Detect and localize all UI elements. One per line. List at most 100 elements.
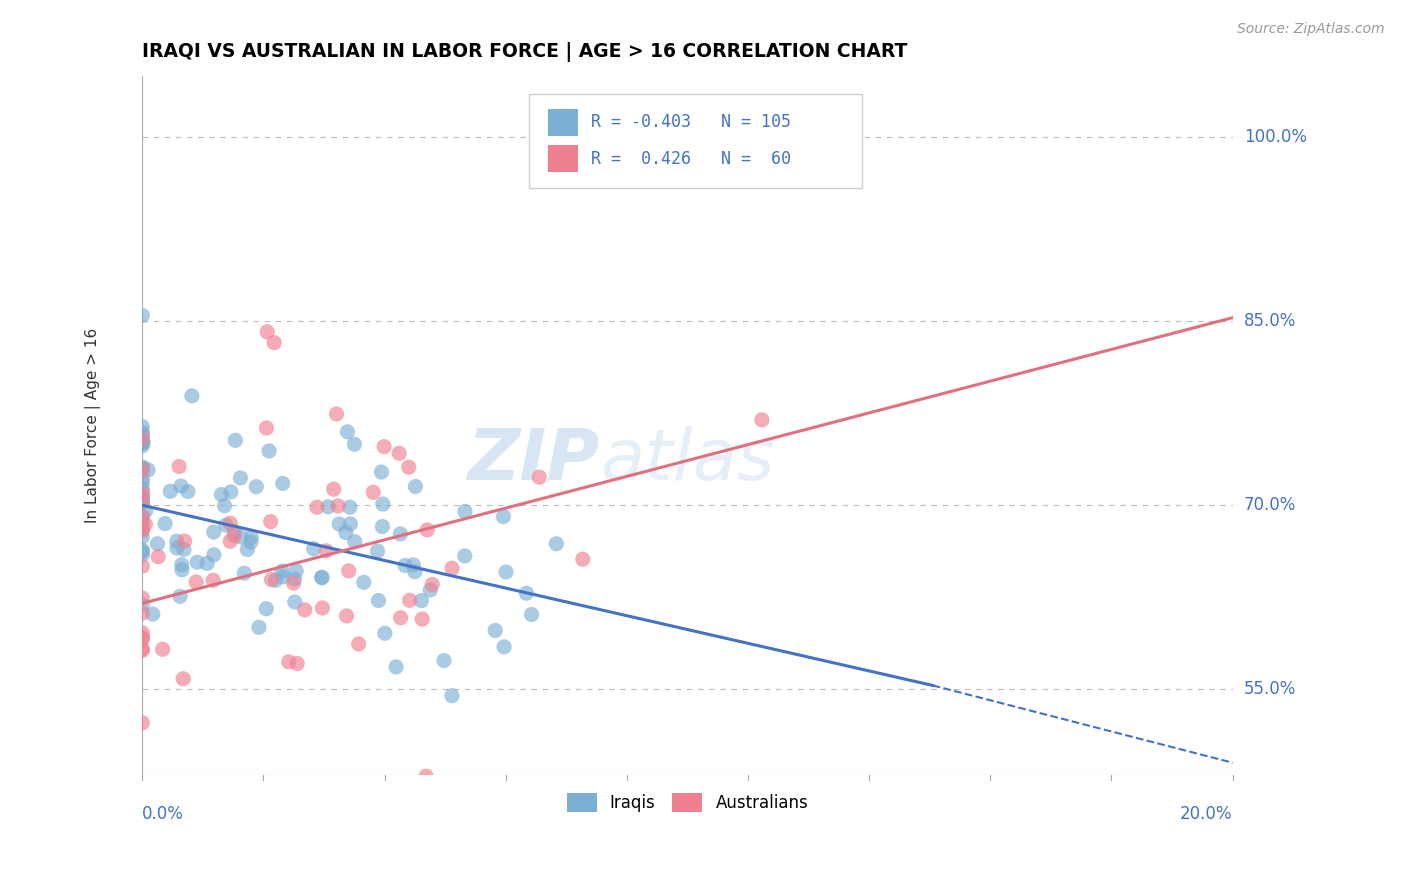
Point — [131, 591, 153, 605]
Point — [454, 549, 477, 563]
Point — [454, 504, 477, 518]
Point — [336, 425, 359, 439]
Point — [492, 509, 515, 524]
Point — [494, 640, 516, 654]
Point — [361, 485, 384, 500]
Point — [146, 537, 169, 551]
Point — [264, 844, 287, 858]
Point — [256, 421, 278, 435]
Point — [271, 564, 294, 578]
Point — [131, 475, 153, 490]
Point — [224, 434, 246, 448]
Point — [131, 495, 153, 509]
Point — [371, 519, 394, 533]
Point — [283, 572, 305, 586]
Text: R =  0.426   N =  60: R = 0.426 N = 60 — [592, 150, 792, 168]
FancyBboxPatch shape — [548, 109, 578, 136]
Text: 0.0%: 0.0% — [142, 805, 184, 823]
Point — [315, 543, 337, 558]
Point — [131, 530, 153, 544]
Point — [402, 558, 425, 572]
Point — [173, 534, 195, 549]
Point — [433, 654, 456, 668]
Point — [148, 549, 170, 564]
Point — [132, 486, 155, 500]
Point — [131, 523, 153, 537]
Point — [326, 499, 349, 513]
Point — [394, 558, 416, 573]
Point — [131, 523, 153, 537]
Point — [283, 576, 305, 591]
Point — [136, 463, 159, 477]
Point — [285, 657, 308, 671]
Point — [294, 603, 316, 617]
Point — [247, 620, 270, 634]
Point — [339, 500, 361, 515]
Point — [132, 435, 155, 450]
Text: atlas: atlas — [600, 426, 775, 495]
Point — [131, 472, 153, 486]
Text: 20.0%: 20.0% — [1180, 805, 1233, 823]
Point — [337, 564, 360, 578]
Text: IRAQI VS AUSTRALIAN IN LABOR FORCE | AGE > 16 CORRELATION CHART: IRAQI VS AUSTRALIAN IN LABOR FORCE | AGE… — [142, 42, 908, 62]
Point — [495, 565, 517, 579]
Point — [131, 641, 153, 656]
Point — [419, 582, 441, 597]
Point — [316, 500, 339, 514]
Point — [131, 625, 153, 640]
Point — [271, 570, 294, 584]
Point — [420, 577, 443, 591]
Point — [131, 510, 153, 524]
Point — [373, 440, 395, 454]
Point — [245, 480, 267, 494]
Point — [441, 561, 464, 575]
Point — [131, 495, 153, 509]
Point — [415, 769, 437, 783]
Point — [131, 309, 153, 323]
Point — [131, 436, 153, 450]
Point — [186, 555, 208, 569]
Point — [370, 465, 392, 479]
Point — [209, 487, 232, 501]
Point — [202, 525, 225, 540]
Point — [285, 564, 308, 578]
Point — [520, 607, 543, 622]
Point — [131, 435, 153, 450]
Point — [195, 557, 218, 571]
Point — [131, 598, 153, 612]
Point — [153, 516, 176, 531]
Point — [131, 494, 153, 508]
Point — [170, 563, 193, 577]
Point — [374, 626, 396, 640]
Point — [347, 637, 370, 651]
Point — [224, 524, 246, 539]
Point — [335, 525, 357, 540]
Point — [311, 571, 333, 585]
Point — [311, 570, 333, 584]
Point — [529, 470, 551, 484]
Point — [546, 537, 568, 551]
Point — [231, 530, 253, 544]
Point — [219, 534, 242, 549]
Point — [389, 527, 412, 541]
Point — [254, 601, 277, 615]
Point — [264, 574, 287, 588]
Point — [371, 497, 394, 511]
Point — [515, 586, 537, 600]
Point — [339, 516, 361, 531]
Text: 100.0%: 100.0% — [1244, 128, 1306, 146]
Point — [236, 542, 259, 557]
Point — [343, 534, 366, 549]
Point — [170, 558, 193, 572]
Point — [343, 437, 366, 451]
Point — [325, 407, 347, 421]
Point — [411, 612, 433, 626]
Point — [170, 479, 193, 493]
Point — [404, 479, 426, 493]
Point — [202, 548, 225, 562]
Point — [219, 516, 242, 531]
Point — [385, 660, 408, 674]
Point — [131, 431, 153, 445]
Point — [260, 573, 283, 587]
Point — [131, 631, 153, 645]
